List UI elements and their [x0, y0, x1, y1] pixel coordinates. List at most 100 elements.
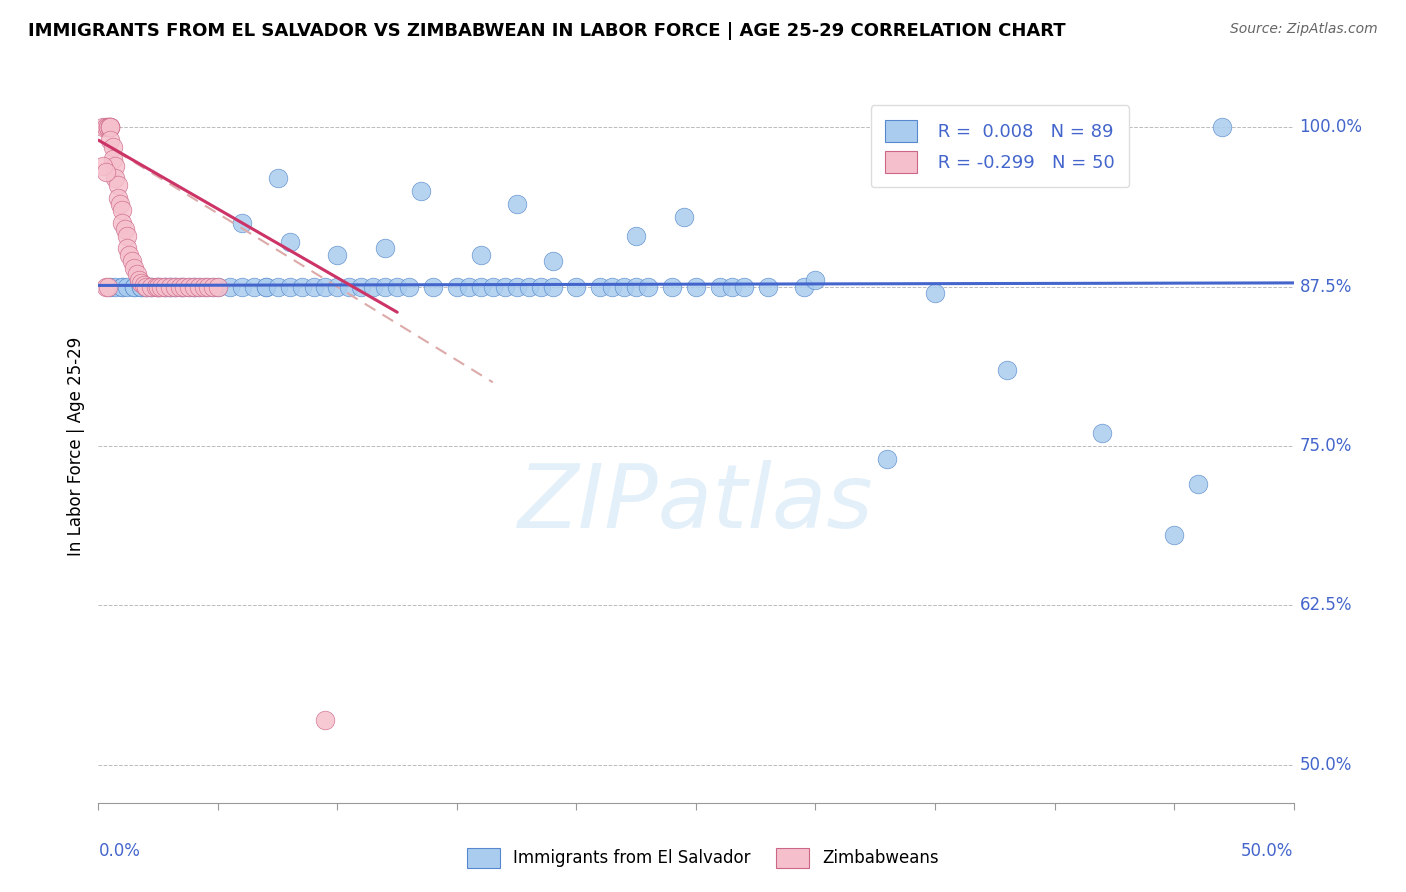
Point — [163, 279, 186, 293]
Point — [219, 279, 242, 293]
Point — [114, 222, 136, 236]
Point — [108, 197, 131, 211]
Point — [115, 279, 138, 293]
Y-axis label: In Labor Force | Age 25-29: In Labor Force | Age 25-29 — [66, 336, 84, 556]
Point — [1091, 426, 1114, 441]
Point — [94, 279, 117, 293]
Point — [183, 279, 205, 293]
Point — [135, 279, 157, 293]
Point — [159, 279, 181, 293]
Point — [115, 228, 138, 243]
Point — [163, 279, 186, 293]
Point — [326, 279, 349, 293]
Point — [446, 279, 468, 293]
Point — [1187, 477, 1209, 491]
Point — [187, 279, 209, 293]
Point — [124, 279, 146, 293]
Point — [374, 242, 396, 256]
Point — [155, 279, 177, 293]
Point — [315, 713, 337, 727]
Point — [339, 279, 361, 293]
Point — [195, 279, 218, 293]
Point — [115, 242, 138, 256]
Point — [804, 273, 827, 287]
Point — [995, 362, 1018, 376]
Point — [111, 216, 134, 230]
Point — [231, 216, 253, 230]
Point — [104, 159, 127, 173]
Point — [131, 279, 153, 293]
Point — [148, 279, 170, 293]
Point — [530, 279, 553, 293]
Point — [793, 279, 815, 293]
Point — [541, 279, 564, 293]
Point — [98, 120, 122, 135]
Point — [179, 279, 201, 293]
Point — [111, 279, 134, 293]
Point — [179, 279, 201, 293]
Point — [626, 279, 648, 293]
Point — [481, 279, 505, 293]
Text: 50.0%: 50.0% — [1241, 842, 1294, 860]
Point — [148, 279, 170, 293]
Text: 100.0%: 100.0% — [1299, 119, 1362, 136]
Point — [139, 279, 162, 293]
Point — [111, 203, 134, 218]
Point — [254, 279, 277, 293]
Point — [506, 197, 529, 211]
Point — [101, 139, 124, 153]
Text: 87.5%: 87.5% — [1299, 277, 1353, 296]
Point — [494, 279, 516, 293]
Point — [876, 451, 898, 466]
Point — [589, 279, 612, 293]
Point — [135, 279, 157, 293]
Text: Source: ZipAtlas.com: Source: ZipAtlas.com — [1230, 22, 1378, 37]
Point — [163, 279, 186, 293]
Point — [422, 279, 444, 293]
Point — [197, 279, 219, 293]
Point — [626, 228, 648, 243]
Point — [131, 276, 153, 290]
Point — [155, 279, 177, 293]
Point — [613, 279, 636, 293]
Point — [125, 267, 148, 281]
Point — [291, 279, 314, 293]
Point — [132, 278, 155, 293]
Point — [363, 279, 385, 293]
Point — [1163, 528, 1185, 542]
Point — [302, 279, 325, 293]
Text: 0.0%: 0.0% — [98, 842, 141, 860]
Point — [98, 279, 122, 293]
Point — [202, 279, 225, 293]
Point — [128, 273, 150, 287]
Point — [169, 279, 191, 293]
Point — [278, 279, 301, 293]
Point — [673, 210, 696, 224]
Point — [131, 279, 153, 293]
Point — [411, 184, 433, 198]
Legend:  R =  0.008   N = 89,  R = -0.299   N = 50: R = 0.008 N = 89, R = -0.299 N = 50 — [870, 105, 1129, 187]
Point — [721, 279, 744, 293]
Point — [91, 120, 114, 135]
Point — [385, 279, 409, 293]
Point — [121, 254, 143, 268]
Point — [91, 159, 114, 173]
Point — [111, 279, 134, 293]
Point — [637, 279, 659, 293]
Point — [267, 171, 290, 186]
Point — [207, 279, 229, 293]
Point — [326, 248, 349, 262]
Point — [98, 120, 122, 135]
Point — [155, 279, 177, 293]
Point — [398, 279, 420, 293]
Point — [94, 120, 117, 135]
Point — [97, 120, 120, 135]
Point — [101, 153, 124, 167]
Point — [661, 279, 683, 293]
Point — [118, 248, 141, 262]
Point — [541, 254, 564, 268]
Point — [124, 260, 146, 275]
Point — [148, 279, 170, 293]
Point — [193, 279, 215, 293]
Text: IMMIGRANTS FROM EL SALVADOR VS ZIMBABWEAN IN LABOR FORCE | AGE 25-29 CORRELATION: IMMIGRANTS FROM EL SALVADOR VS ZIMBABWEA… — [28, 22, 1066, 40]
